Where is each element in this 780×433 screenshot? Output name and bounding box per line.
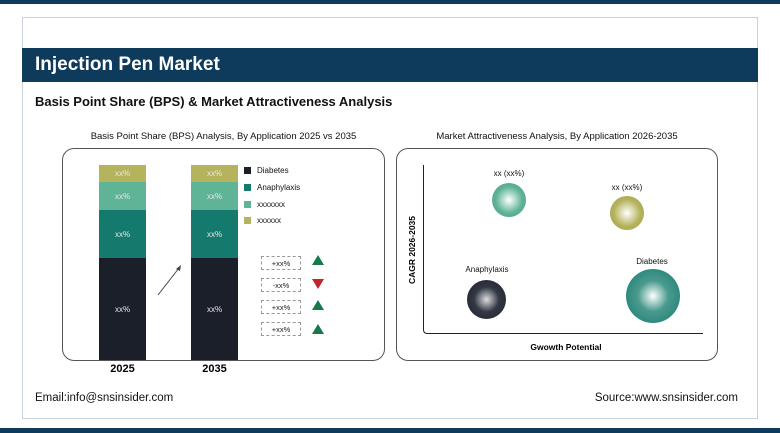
page-title: Injection Pen Market xyxy=(22,48,758,82)
bubble xyxy=(610,196,644,230)
card-frame xyxy=(22,17,758,419)
footer-source: Source:www.snsinsider.com xyxy=(594,392,738,404)
bps-chart-title: Basis Point Share (BPS) Analysis, By App… xyxy=(90,131,357,142)
change-badge: +xx% xyxy=(261,256,301,270)
attractiveness-chart-title: Market Attractiveness Analysis, By Appli… xyxy=(436,131,678,142)
bar-segment: xx% xyxy=(99,182,146,210)
bar-segment: xx% xyxy=(191,210,238,258)
footer-email: Email:info@snsinsider.com xyxy=(35,392,174,404)
legend-series-4: xxxxxx xyxy=(244,216,281,225)
bar-segment: xx% xyxy=(191,258,238,360)
bar-2025: xx% xx% xx% xx% xyxy=(99,165,146,360)
attractiveness-panel xyxy=(396,148,718,361)
bubble xyxy=(626,269,680,323)
bar-segment: xx% xyxy=(99,258,146,360)
bubble-label: Anaphylaxis xyxy=(465,265,509,274)
bubble-label: xx (xx%) xyxy=(493,169,525,178)
x-tick-2025: 2025 xyxy=(110,363,135,375)
growth-arrow-icon xyxy=(157,265,181,296)
bar-segment: xx% xyxy=(99,210,146,258)
legend-diabetes: Diabetes xyxy=(244,166,289,175)
y-axis-label: CAGR 2026-2035 xyxy=(407,215,417,285)
bubble xyxy=(492,183,526,217)
bottom-bar xyxy=(0,428,780,433)
x-tick-2035: 2035 xyxy=(202,363,227,375)
bar-segment: xx% xyxy=(99,165,146,182)
page-subtitle: Basis Point Share (BPS) & Market Attract… xyxy=(35,94,393,109)
bubble xyxy=(467,280,506,319)
plot-axes xyxy=(423,165,703,334)
bubble-label: xx (xx%) xyxy=(611,183,643,192)
top-bar xyxy=(0,0,780,4)
change-badge: +xx% xyxy=(261,300,301,314)
bar-2035: xx% xx% xx% xx% xyxy=(191,165,238,360)
change-badge: -xx% xyxy=(261,278,301,292)
legend-series-3: xxxxxxx xyxy=(244,200,285,209)
bps-panel xyxy=(62,148,385,361)
legend-anaphylaxis: Anaphylaxis xyxy=(244,183,300,192)
bar-segment: xx% xyxy=(191,182,238,210)
up-triangle-icon xyxy=(312,255,324,265)
up-triangle-icon xyxy=(312,324,324,334)
change-badge: +xx% xyxy=(261,322,301,336)
bar-segment: xx% xyxy=(191,165,238,182)
down-triangle-icon xyxy=(312,279,324,289)
x-axis-label: Gwowth Potential xyxy=(530,342,602,352)
up-triangle-icon xyxy=(312,300,324,310)
bubble-label: Diabetes xyxy=(636,257,668,266)
